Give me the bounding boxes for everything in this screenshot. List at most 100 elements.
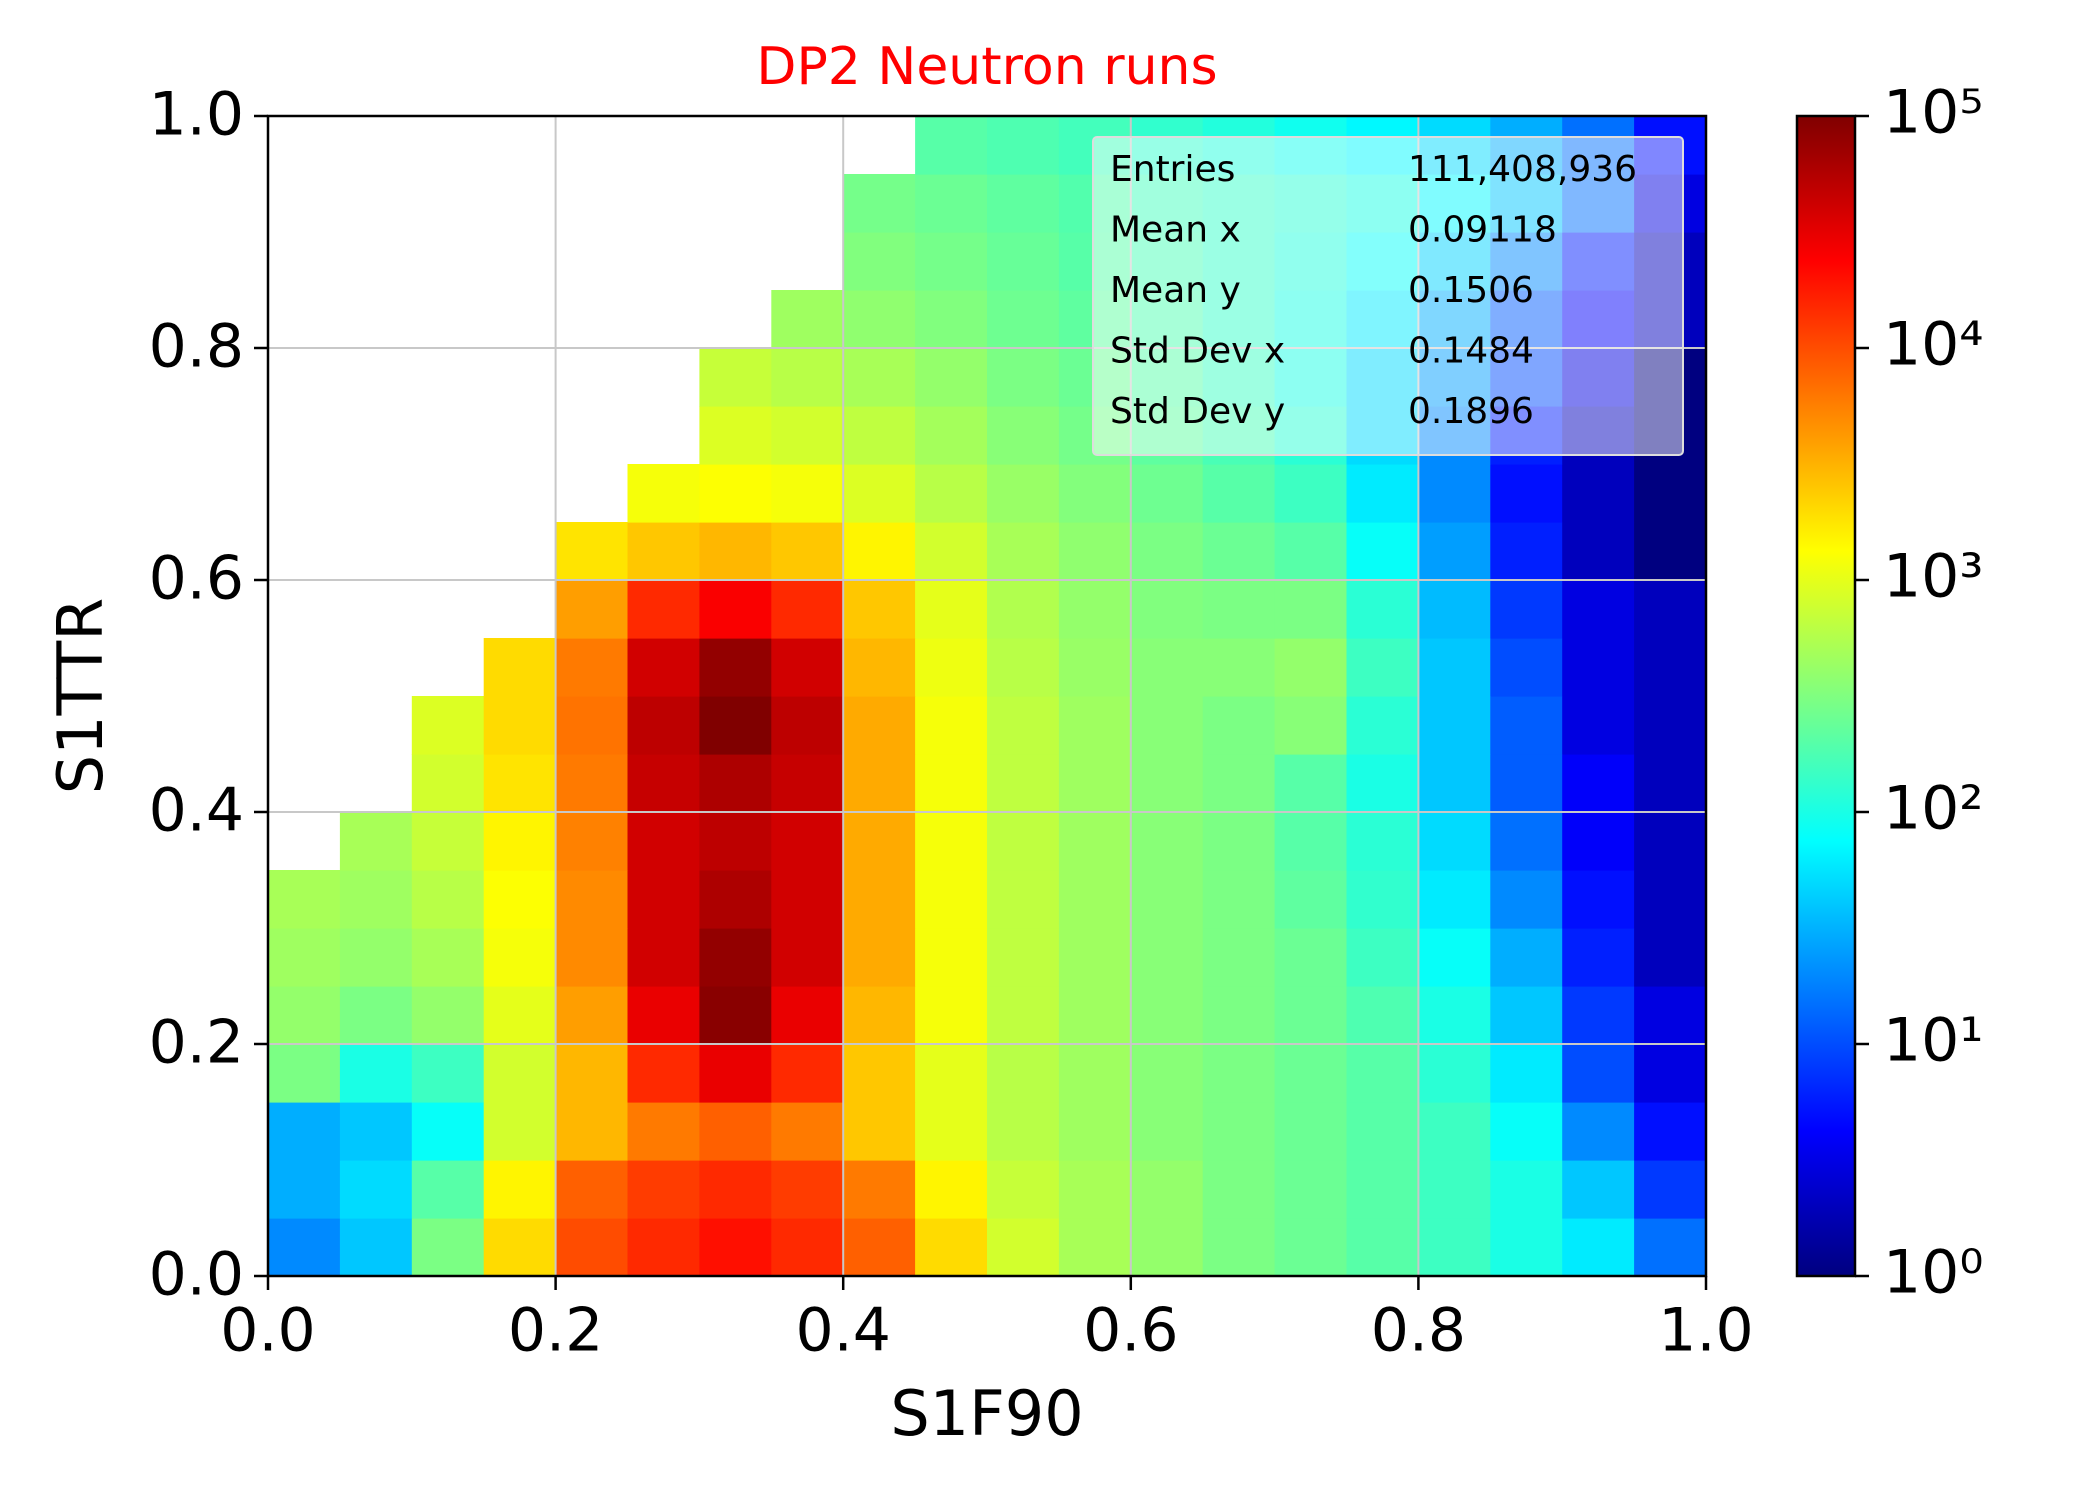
heatmap-cell — [1058, 1102, 1132, 1161]
stat-label: Mean x — [1110, 210, 1241, 251]
heatmap-cell — [987, 812, 1060, 871]
heatmap-cell — [627, 928, 700, 987]
heatmap-cell — [1130, 464, 1204, 523]
heatmap-cell — [771, 986, 844, 1045]
heatmap-cell — [1202, 1102, 1276, 1161]
heatmap-cell — [699, 870, 772, 929]
heatmap-cell — [1130, 1218, 1204, 1277]
heatmap-cell — [1418, 580, 1491, 639]
heatmap-cell — [1202, 1160, 1276, 1219]
heatmap-cell — [1346, 464, 1419, 523]
heatmap-cell — [339, 1218, 413, 1277]
colorbar-tick-label: 10⁵ — [1883, 78, 1983, 148]
heatmap-cell — [555, 522, 629, 581]
heatmap-cell — [1274, 464, 1348, 523]
heatmap-cell — [915, 1044, 988, 1103]
heatmap-cell — [843, 1102, 916, 1161]
heatmap-cell — [1130, 870, 1204, 929]
heatmap-cell — [843, 638, 916, 697]
heatmap-cell — [1634, 696, 1707, 755]
y-axis-label: S1TTR — [44, 598, 117, 795]
heatmap-cell — [699, 1160, 772, 1219]
heatmap-cell — [1346, 986, 1419, 1045]
heatmap-cell — [411, 1044, 485, 1103]
heatmap-cell — [1202, 754, 1276, 813]
colorbar — [1795, 114, 1857, 1278]
heatmap-cell — [1058, 1218, 1132, 1277]
heatmap-cell — [483, 870, 557, 929]
heatmap-cell — [1562, 1160, 1635, 1219]
heatmap-cell — [339, 986, 413, 1045]
heatmap-cell — [1058, 1044, 1132, 1103]
heatmap-cell — [1202, 928, 1276, 987]
heatmap-cell — [1490, 812, 1563, 871]
heatmap-cell — [915, 174, 988, 233]
heatmap-cell — [1634, 812, 1707, 871]
heatmap-cell — [555, 986, 629, 1045]
heatmap-cell — [1634, 754, 1707, 813]
colorbar-tick-label: 10³ — [1883, 542, 1983, 612]
heatmap-cell — [1490, 1102, 1563, 1161]
heatmap-cell — [1634, 464, 1707, 523]
heatmap-cell — [1562, 696, 1635, 755]
heatmap-cell — [1202, 812, 1276, 871]
heatmap-cell — [268, 986, 341, 1045]
heatmap-cell — [915, 232, 988, 291]
heatmap-cell — [771, 638, 844, 697]
heatmap-cell — [1058, 812, 1132, 871]
heatmap-cell — [1202, 522, 1276, 581]
heatmap-cell — [1490, 464, 1563, 523]
heatmap-cell — [1562, 986, 1635, 1045]
heatmap-cell — [555, 1160, 629, 1219]
heatmap-cell — [1274, 754, 1348, 813]
heatmap-cell — [1058, 464, 1132, 523]
heatmap-cell — [1274, 522, 1348, 581]
heatmap-cell — [1346, 1044, 1419, 1103]
heatmap-cell — [1130, 812, 1204, 871]
heatmap-cell — [1562, 928, 1635, 987]
heatmap-cell — [1562, 580, 1635, 639]
heatmap-cell — [1058, 754, 1132, 813]
heatmap-cell — [411, 754, 485, 813]
y-tick-label: 0.8 — [149, 312, 244, 382]
heatmap-cell — [699, 1102, 772, 1161]
x-tick-label: 0.6 — [1083, 1296, 1178, 1366]
heatmap-cell — [1274, 696, 1348, 755]
heatmap-cell — [411, 1160, 485, 1219]
heatmap-cell — [699, 580, 772, 639]
heatmap-cell — [699, 754, 772, 813]
heatmap-cell — [699, 522, 772, 581]
heatmap-cell — [987, 232, 1060, 291]
heatmap-cell — [1346, 1218, 1419, 1277]
heatmap-cell — [915, 1218, 988, 1277]
heatmap-cell — [1634, 1044, 1707, 1103]
heatmap-cell — [771, 1102, 844, 1161]
heatmap-cell — [1130, 522, 1204, 581]
heatmap-cell — [339, 1102, 413, 1161]
heatmap-cell — [1418, 754, 1491, 813]
heatmap-cell — [483, 754, 557, 813]
heatmap-cell — [771, 464, 844, 523]
heatmap-cell — [1274, 580, 1348, 639]
heatmap-cell — [915, 1160, 988, 1219]
heatmap-cell — [411, 928, 485, 987]
heatmap-cell — [915, 870, 988, 929]
heatmap-cell — [1490, 522, 1563, 581]
heatmap-cell — [1346, 754, 1419, 813]
heatmap-cell — [1202, 986, 1276, 1045]
heatmap-cell — [555, 754, 629, 813]
heatmap-cell — [987, 696, 1060, 755]
heatmap-cell — [1562, 1044, 1635, 1103]
heatmap-cell — [1058, 696, 1132, 755]
colorbar-tick-label: 10⁴ — [1883, 310, 1983, 380]
heatmap-cell — [771, 754, 844, 813]
heatmap-cell — [627, 986, 700, 1045]
heatmap-cell — [699, 464, 772, 523]
heatmap-cell — [771, 406, 844, 465]
heatmap-cell — [987, 464, 1060, 523]
heatmap-cell — [1634, 522, 1707, 581]
heatmap-cell — [915, 754, 988, 813]
heatmap-cell — [1418, 928, 1491, 987]
heatmap-cell — [987, 406, 1060, 465]
